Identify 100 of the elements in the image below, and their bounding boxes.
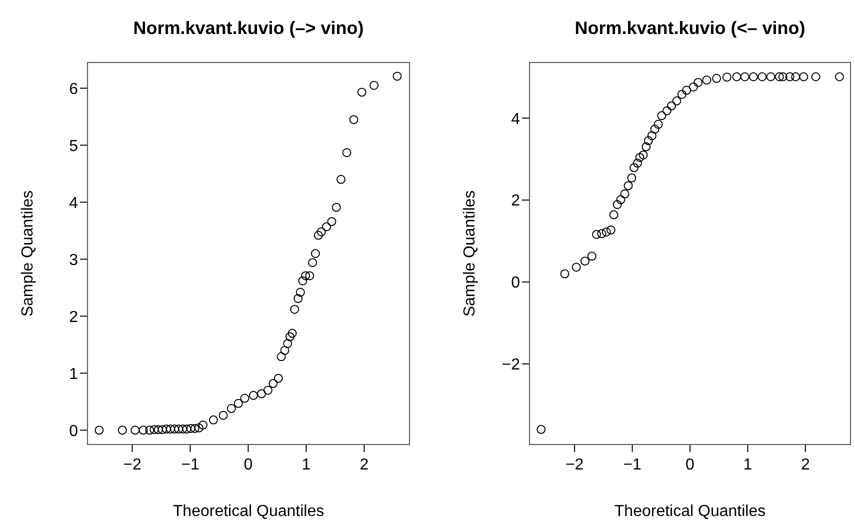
point: [392, 72, 402, 81]
point: [248, 390, 258, 400]
point: [609, 210, 618, 220]
point: [811, 72, 820, 82]
point: [606, 225, 616, 234]
y-tick-label: 4: [69, 194, 78, 212]
point: [791, 72, 800, 82]
point: [294, 294, 303, 304]
point: [657, 111, 666, 120]
x-tick-label: 2: [800, 456, 810, 474]
point: [226, 404, 236, 414]
y-axis-title: Sample Quantiles: [20, 190, 37, 317]
point: [766, 72, 776, 82]
x-tick-label: −2: [123, 456, 142, 474]
x-axis-title: Theoretical Quantiles: [172, 503, 324, 520]
y-tick-label: 3: [69, 252, 78, 269]
point: [624, 181, 633, 190]
point: [154, 425, 163, 434]
point: [616, 195, 626, 204]
point: [778, 72, 788, 82]
y-axis-title: Sample Quantiles: [462, 190, 479, 317]
point: [285, 332, 294, 342]
x-tick-label: 1: [302, 456, 311, 474]
point: [635, 152, 644, 162]
point: [290, 304, 300, 314]
point: [94, 426, 104, 435]
point: [158, 425, 167, 434]
point: [274, 374, 283, 383]
point: [327, 217, 336, 226]
y-tick-label: 5: [69, 138, 78, 155]
y-tick-label: 0: [511, 274, 520, 292]
point: [240, 394, 250, 403]
point: [644, 136, 653, 146]
x-tick-label: 2: [360, 456, 369, 474]
point: [145, 426, 154, 435]
point: [314, 230, 323, 240]
point: [370, 80, 379, 90]
point: [296, 288, 305, 297]
point: [672, 96, 682, 106]
y-tick-label: 6: [69, 80, 78, 98]
point: [572, 262, 581, 272]
point: [322, 222, 331, 232]
point: [182, 424, 192, 434]
point: [722, 72, 732, 82]
point: [632, 158, 642, 168]
point: [560, 269, 570, 278]
point: [218, 410, 228, 420]
point: [276, 352, 286, 362]
point: [257, 389, 266, 398]
point: [150, 425, 159, 434]
point: [694, 78, 703, 87]
point: [138, 426, 148, 435]
point: [740, 72, 750, 82]
point: [308, 258, 318, 268]
point: [536, 424, 546, 434]
y-tick-label: 2: [511, 192, 520, 210]
point: [654, 120, 663, 129]
point: [174, 424, 184, 434]
point: [357, 88, 366, 97]
point: [130, 426, 140, 435]
point: [288, 328, 297, 338]
point: [332, 202, 341, 212]
y-tick-label: 0: [69, 422, 78, 440]
point: [170, 424, 180, 434]
point: [662, 106, 672, 116]
point: [630, 163, 639, 172]
point: [834, 72, 844, 82]
point: [208, 415, 218, 424]
point: [748, 72, 758, 82]
point: [732, 72, 742, 82]
y-tick-label: 1: [69, 366, 78, 383]
point: [592, 230, 602, 239]
point: [650, 124, 660, 134]
x-tick-label: −1: [181, 456, 200, 474]
point: [620, 189, 630, 198]
point: [627, 173, 636, 182]
point: [612, 200, 622, 210]
point: [166, 424, 176, 434]
point: [799, 72, 808, 82]
x-tick-label: −1: [623, 456, 642, 474]
point: [682, 86, 692, 95]
point: [677, 90, 686, 99]
y-tick-label: 4: [511, 110, 520, 128]
point: [280, 346, 290, 355]
point: [758, 72, 767, 82]
point: [597, 229, 606, 238]
point: [186, 424, 196, 433]
point: [162, 424, 171, 434]
chart-title: Norm.kvant.kuvio (<– vino): [574, 18, 806, 39]
point: [190, 424, 200, 433]
point: [602, 227, 611, 236]
point: [283, 339, 292, 348]
point: [580, 256, 590, 266]
point: [178, 424, 188, 434]
point: [342, 148, 352, 158]
point: [587, 252, 596, 261]
point: [688, 82, 698, 92]
point: [118, 426, 127, 435]
point: [305, 271, 314, 280]
point: [198, 420, 208, 430]
